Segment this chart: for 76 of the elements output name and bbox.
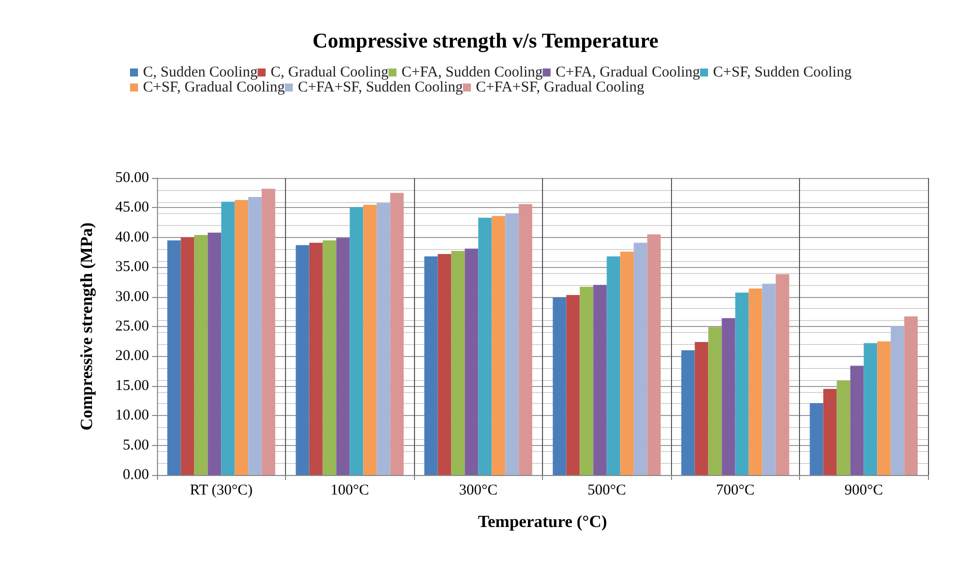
bar — [634, 242, 648, 475]
legend-label: C+SF, Sudden Cooling — [713, 64, 852, 80]
bar — [552, 297, 566, 475]
bar — [322, 240, 336, 475]
x-tick-label: 300°C — [458, 482, 498, 498]
legend-label: C+FA, Sudden Cooling — [402, 64, 544, 80]
bar — [424, 256, 438, 475]
y-tick-label: 50.00 — [115, 170, 149, 186]
bar — [694, 342, 708, 475]
bar — [336, 238, 350, 475]
chart-title: Compressive strength v/s Temperature — [312, 28, 658, 52]
bar — [221, 202, 235, 475]
x-tick-label: 700°C — [716, 482, 755, 498]
y-tick-label: 40.00 — [115, 229, 149, 246]
bar — [735, 292, 749, 475]
bar — [722, 318, 736, 475]
bar — [890, 326, 904, 475]
bar — [748, 288, 762, 475]
bar — [208, 232, 222, 475]
bar — [566, 295, 580, 475]
y-tick-label: 45.00 — [115, 200, 149, 216]
bar — [478, 218, 492, 475]
bar — [296, 245, 310, 475]
legend-label: C, Sudden Cooling — [143, 64, 258, 80]
legend-label: C+FA+SF, Gradual Cooling — [476, 80, 645, 96]
bar — [647, 234, 661, 475]
bar — [350, 207, 364, 475]
bar — [836, 380, 850, 475]
y-tick-label: 30.00 — [115, 288, 149, 305]
bar — [593, 284, 607, 475]
bar — [438, 254, 452, 475]
bar — [776, 274, 790, 475]
y-axis-title: Compressive strength (MPa) — [77, 222, 96, 431]
bar — [234, 200, 248, 475]
legend-label: C+FA+SF, Sudden Cooling — [298, 80, 464, 96]
y-tick-label: 20.00 — [115, 348, 149, 364]
y-tick-label: 5.00 — [122, 437, 149, 454]
y-tick-label: 0.00 — [122, 467, 149, 483]
bar — [904, 316, 918, 475]
x-tick-label: 100°C — [330, 482, 370, 498]
y-tick-label: 15.00 — [115, 378, 149, 394]
legend-label: C+SF, Gradual Cooling — [143, 80, 286, 96]
bar — [762, 284, 776, 475]
bar — [810, 403, 824, 475]
bar — [180, 237, 194, 475]
y-tick-label: 10.00 — [115, 408, 149, 424]
bar — [248, 197, 262, 475]
bar — [505, 214, 519, 475]
x-tick-label: RT (30°C) — [190, 482, 253, 498]
bar — [864, 343, 878, 475]
bar — [492, 216, 506, 475]
x-tick-label: 900°C — [844, 482, 884, 498]
x-tick-label: 500°C — [587, 482, 626, 498]
bar — [376, 202, 390, 475]
bar — [518, 204, 532, 475]
bar — [451, 251, 465, 475]
bar — [580, 286, 594, 475]
x-axis-title: Temperature (°C) — [478, 512, 608, 531]
bar — [850, 366, 864, 475]
bar — [309, 242, 323, 475]
bar — [606, 256, 620, 475]
bar — [877, 341, 891, 475]
bar — [708, 327, 722, 475]
bar — [681, 350, 695, 475]
bar — [363, 204, 377, 475]
bar — [464, 248, 478, 475]
y-tick-label: 35.00 — [115, 259, 149, 276]
legend-label: C, Gradual Cooling — [270, 64, 389, 80]
bar — [262, 188, 276, 475]
y-tick-label: 25.00 — [115, 318, 149, 334]
bar — [390, 192, 404, 475]
bar — [823, 388, 837, 475]
legend-label: C+FA, Gradual Cooling — [556, 64, 701, 80]
bar — [167, 240, 181, 475]
bar — [620, 252, 634, 475]
bar — [194, 235, 208, 475]
